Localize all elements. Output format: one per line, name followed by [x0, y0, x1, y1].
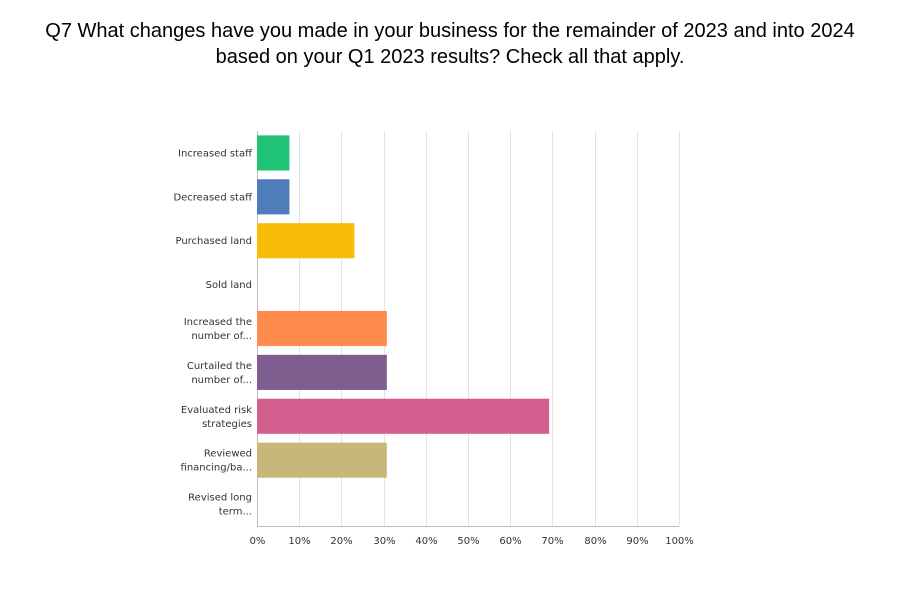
category-label: financing/ba... [181, 463, 252, 474]
chart-title-line-2: based on your Q1 2023 results? Check all… [215, 46, 685, 68]
category-label: number of... [191, 375, 252, 386]
x-tick-label: 60% [499, 536, 521, 547]
bar [257, 354, 387, 390]
x-tick-label: 40% [415, 536, 437, 547]
category-label: number of... [191, 331, 252, 342]
bar [257, 179, 290, 215]
bars [257, 135, 550, 478]
x-tick-label: 0% [250, 536, 266, 547]
category-label: Decreased staff [173, 192, 253, 203]
x-tick-label: 20% [330, 536, 352, 547]
category-label: Revised long [188, 493, 252, 504]
x-tick-label: 90% [626, 536, 648, 547]
category-label: Reviewed [204, 449, 252, 460]
x-tick-label: 10% [288, 536, 310, 547]
category-label: Curtailed the [187, 361, 252, 372]
category-label: Evaluated risk [181, 405, 252, 416]
chart-title-line-1: Q7 What changes have you made in your bu… [45, 20, 855, 42]
bar [257, 135, 290, 171]
category-label: strategies [202, 419, 252, 430]
x-tick-label: 80% [584, 536, 606, 547]
bar [257, 310, 387, 347]
category-label: term... [219, 507, 252, 518]
category-label: Sold land [206, 280, 252, 291]
x-tick-label: 100% [665, 536, 694, 547]
bar [257, 442, 387, 478]
x-axis-ticks: 0% 10% 20% 30% 40% 50% 60% 70% 80% 90% 100% [250, 536, 694, 547]
bar [257, 398, 550, 434]
bar [257, 223, 355, 259]
category-label: Purchased land [175, 236, 252, 247]
category-label: Increased the [184, 317, 252, 328]
x-tick-label: 50% [457, 536, 479, 547]
chart-title: Q7 What changes have you made in your bu… [0, 18, 900, 70]
category-labels: Increased staff Decreased staff Purchased … [173, 148, 253, 517]
x-tick-label: 70% [541, 536, 563, 547]
x-tick-label: 30% [373, 536, 395, 547]
category-label: Increased staff [178, 148, 253, 159]
